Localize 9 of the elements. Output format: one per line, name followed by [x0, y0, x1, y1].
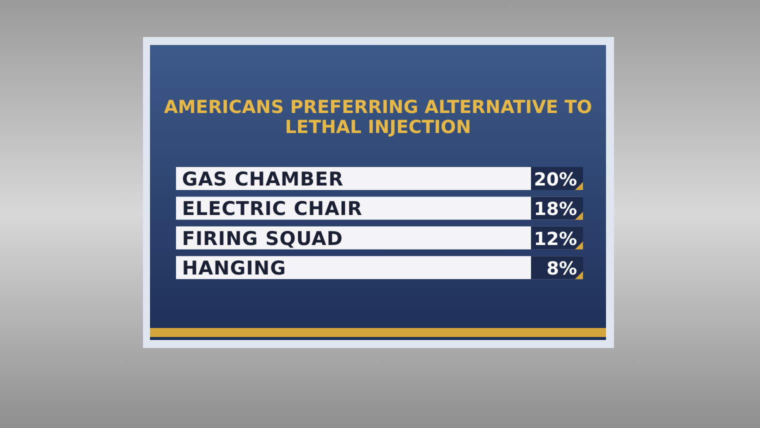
category-label: FIRING SQUAD: [182, 228, 344, 250]
data-label: 12%: [534, 228, 577, 250]
category-label: ELECTRIC CHAIR: [182, 198, 362, 220]
text: AMERICANS PREFERRING ALTERNATIVE TO LETHAL INJECTION: [164, 97, 592, 138]
data-label: 8%: [546, 258, 577, 280]
data-label: 18%: [534, 199, 577, 220]
category-label: HANGING: [182, 258, 286, 280]
category-label: GAS CHAMBER: [182, 168, 344, 190]
data-label: 20%: [534, 170, 577, 190]
